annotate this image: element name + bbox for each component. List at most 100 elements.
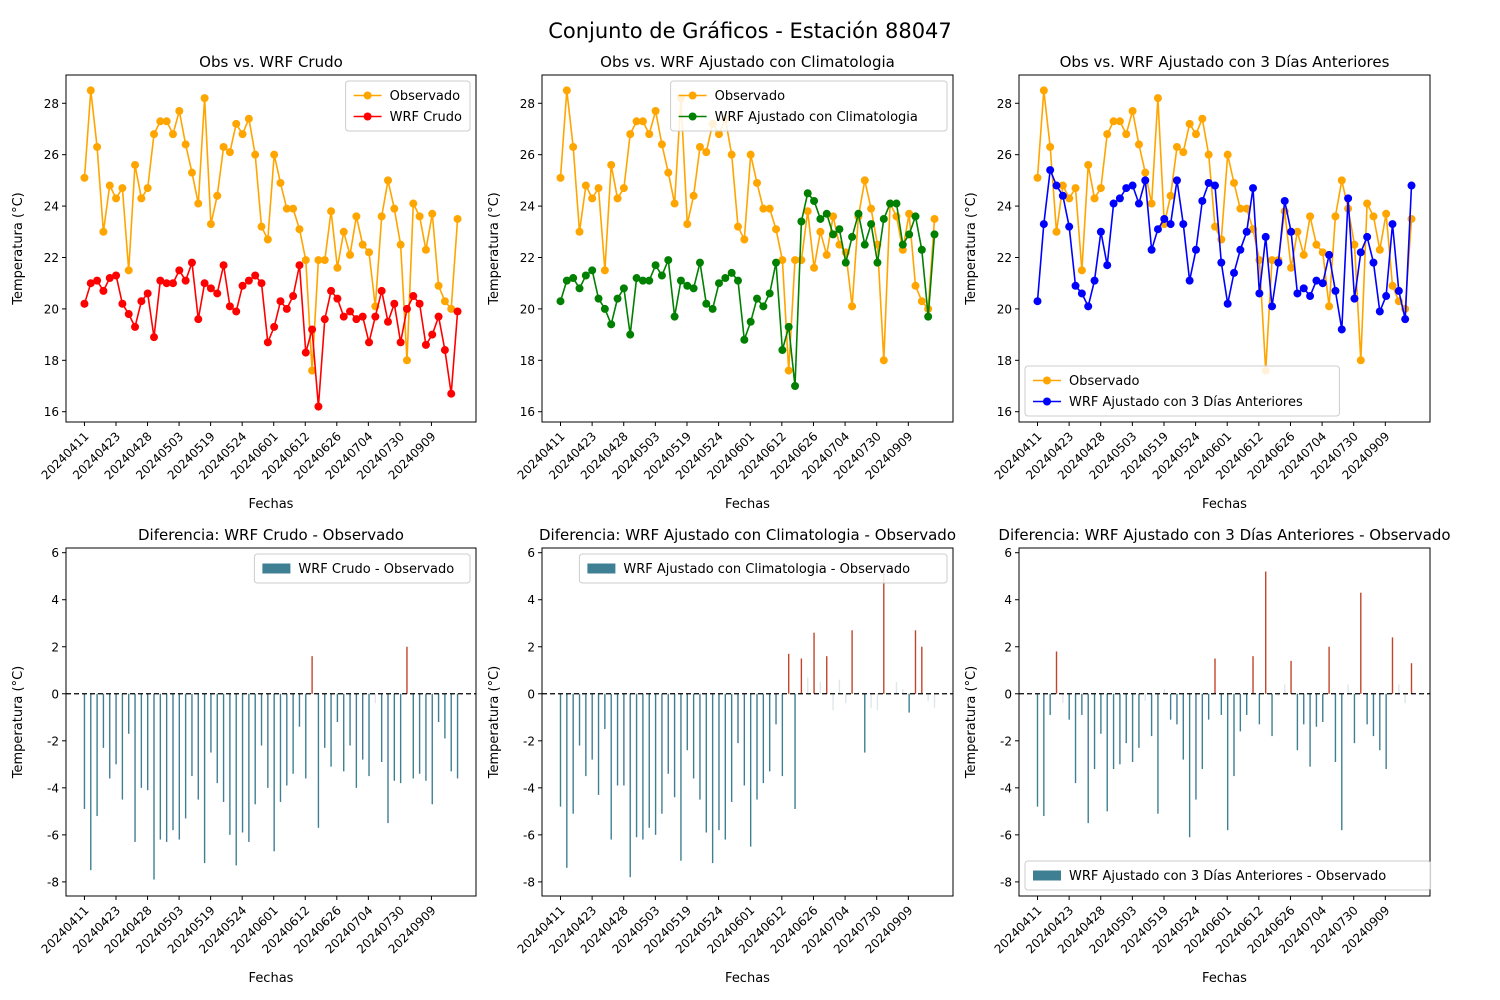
data-point — [415, 212, 424, 221]
y-tick-label: -2 — [523, 734, 535, 748]
bar — [134, 693, 136, 842]
data-point — [1350, 294, 1359, 303]
data-point — [917, 297, 926, 306]
data-point — [1185, 276, 1194, 285]
data-point — [118, 299, 127, 308]
bar — [1391, 637, 1394, 694]
bar — [1131, 693, 1134, 762]
data-point — [638, 117, 647, 126]
bar — [361, 693, 364, 760]
bar — [83, 693, 86, 809]
legend-label: WRF Crudo - Observado — [298, 562, 454, 577]
data-point — [1204, 150, 1213, 159]
bar — [572, 693, 574, 814]
x-axis-label: Fechas — [1202, 971, 1247, 986]
data-point — [409, 292, 418, 301]
data-point — [1103, 130, 1112, 139]
data-point — [676, 276, 685, 285]
data-point — [1363, 232, 1372, 241]
data-point — [1268, 256, 1277, 265]
data-point — [1242, 204, 1251, 213]
data-point — [816, 227, 825, 236]
bar — [610, 693, 612, 840]
data-point — [352, 212, 361, 221]
bar — [330, 693, 332, 767]
data-point — [1198, 196, 1207, 205]
data-point — [99, 227, 108, 236]
y-tick-label: 20 — [520, 302, 535, 316]
data-point — [1236, 204, 1245, 213]
y-tick-label: 22 — [997, 251, 1012, 265]
data-point — [651, 261, 660, 270]
bar — [578, 693, 581, 746]
bar — [921, 646, 923, 694]
data-point — [1375, 307, 1384, 316]
data-point — [1363, 199, 1372, 208]
data-point — [137, 194, 146, 203]
data-point — [320, 256, 329, 265]
bar — [1360, 592, 1362, 694]
data-point — [708, 304, 717, 313]
data-point — [689, 284, 698, 293]
data-point — [1344, 194, 1353, 203]
data-point — [651, 106, 660, 115]
data-point — [365, 248, 374, 257]
data-point — [428, 209, 437, 218]
bar — [604, 693, 606, 730]
bar — [203, 693, 206, 864]
data-point — [917, 245, 926, 254]
data-point — [664, 168, 673, 177]
data-point — [797, 217, 806, 226]
data-point — [409, 199, 418, 208]
data-point — [778, 256, 787, 265]
data-point — [1306, 292, 1315, 301]
data-point — [1337, 325, 1346, 334]
bar — [1366, 693, 1368, 725]
data-point — [733, 222, 742, 231]
data-point — [428, 330, 437, 339]
y-tick-label: -8 — [47, 875, 59, 889]
data-point — [607, 160, 616, 169]
bar — [115, 693, 117, 765]
data-point — [206, 284, 215, 293]
bar — [1176, 693, 1178, 725]
data-point — [339, 227, 348, 236]
data-point — [1033, 173, 1042, 182]
data-point — [1141, 168, 1150, 177]
bar — [1182, 693, 1184, 760]
bar — [437, 693, 440, 722]
bar — [1049, 693, 1051, 715]
bar — [1372, 693, 1375, 737]
data-point — [1382, 209, 1391, 218]
bar — [456, 693, 459, 779]
data-point — [301, 256, 310, 265]
data-point — [810, 196, 819, 205]
y-tick-label: 0 — [527, 687, 535, 701]
data-point — [1350, 240, 1359, 249]
data-point — [873, 258, 882, 267]
data-point — [581, 181, 590, 190]
y-tick-label: 26 — [520, 148, 535, 162]
data-point — [562, 86, 571, 95]
legend-marker-swatch — [363, 91, 372, 100]
data-point — [137, 297, 146, 306]
data-point — [1242, 227, 1251, 236]
chart-title: Obs vs. WRF Crudo — [199, 53, 343, 71]
bar — [730, 693, 733, 802]
data-point — [1058, 191, 1067, 200]
data-point — [765, 289, 774, 298]
legend-marker-swatch — [688, 91, 697, 100]
bar — [286, 693, 288, 786]
data-point — [1052, 227, 1061, 236]
bar — [412, 693, 414, 779]
y-tick-label: 28 — [997, 97, 1012, 111]
data-point — [453, 307, 462, 316]
y-tick-label: 4 — [527, 593, 535, 607]
data-point — [194, 315, 203, 324]
bar — [1353, 693, 1356, 744]
y-tick-label: 6 — [51, 546, 59, 560]
bar — [374, 693, 377, 704]
bar — [292, 693, 294, 774]
bar — [317, 693, 320, 828]
y-axis-label: Temperatura (°C) — [964, 192, 979, 305]
